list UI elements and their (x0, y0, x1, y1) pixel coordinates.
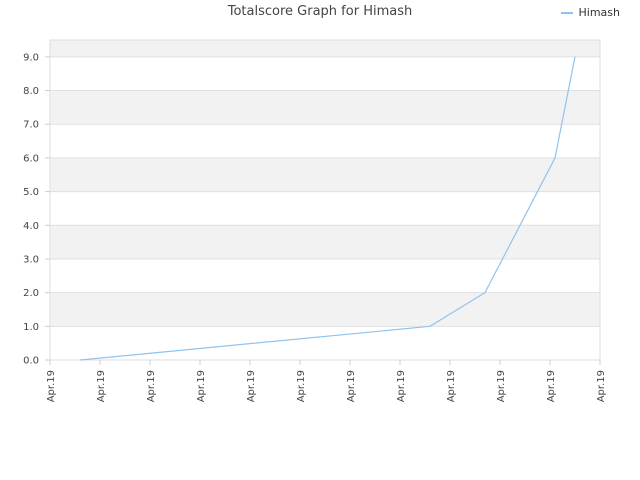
y-tick-label: 9.0 (23, 52, 39, 63)
y-tick-label: 7.0 (23, 120, 39, 131)
x-tick-label: Apr.19 (346, 370, 357, 402)
y-tick-label: 8.0 (23, 86, 39, 97)
y-axis-ticks: 0.0 1.0 2.0 3.0 4.0 5.0 6.0 7.0 8.0 9.0 (23, 52, 50, 367)
grid-band (50, 90, 600, 125)
grid-band (50, 191, 600, 226)
legend-swatch (560, 11, 573, 14)
y-tick-label: 4.0 (23, 221, 39, 232)
x-tick-label: Apr.19 (546, 370, 557, 402)
plot-border (49, 39, 601, 361)
grid-band (50, 157, 600, 192)
y-tick-label: 0.0 (23, 356, 39, 367)
y-tick-label: 2.0 (23, 288, 39, 299)
y-tick-label: 6.0 (23, 153, 39, 164)
legend: Himash (560, 6, 621, 19)
y-tick-label: 1.0 (23, 322, 39, 333)
x-tick-label: Apr.19 (96, 370, 107, 402)
x-tick-label: Apr.19 (396, 370, 407, 402)
series-line (79, 56, 576, 361)
x-tick-label: Apr.19 (196, 370, 207, 402)
chart-title: Totalscore Graph for Himash (227, 4, 413, 19)
x-tick-label: Apr.19 (46, 370, 57, 402)
x-tick-label: Apr.19 (596, 370, 607, 402)
legend-label: Himash (578, 6, 621, 19)
x-tick-label: Apr.19 (296, 370, 307, 402)
grid-band (50, 40, 600, 57)
grid-band (50, 225, 600, 259)
x-axis-ticks: Apr.19 Apr.19 Apr.19 Apr.19 Apr.19 Apr.19 Apr.… (46, 360, 607, 402)
x-tick-label: Apr.19 (146, 370, 157, 402)
grid-band (50, 258, 600, 293)
grid-band (50, 124, 600, 158)
grid-bands (50, 40, 600, 360)
x-tick-label: Apr.19 (446, 370, 457, 402)
series-layer (79, 56, 576, 361)
grid-band (50, 56, 600, 91)
y-tick-label: 5.0 (23, 187, 39, 198)
grid-band (50, 292, 600, 327)
x-tick-label: Apr.19 (496, 370, 507, 402)
x-tick-label: Apr.19 (246, 370, 257, 402)
y-tick-label: 3.0 (23, 254, 39, 265)
